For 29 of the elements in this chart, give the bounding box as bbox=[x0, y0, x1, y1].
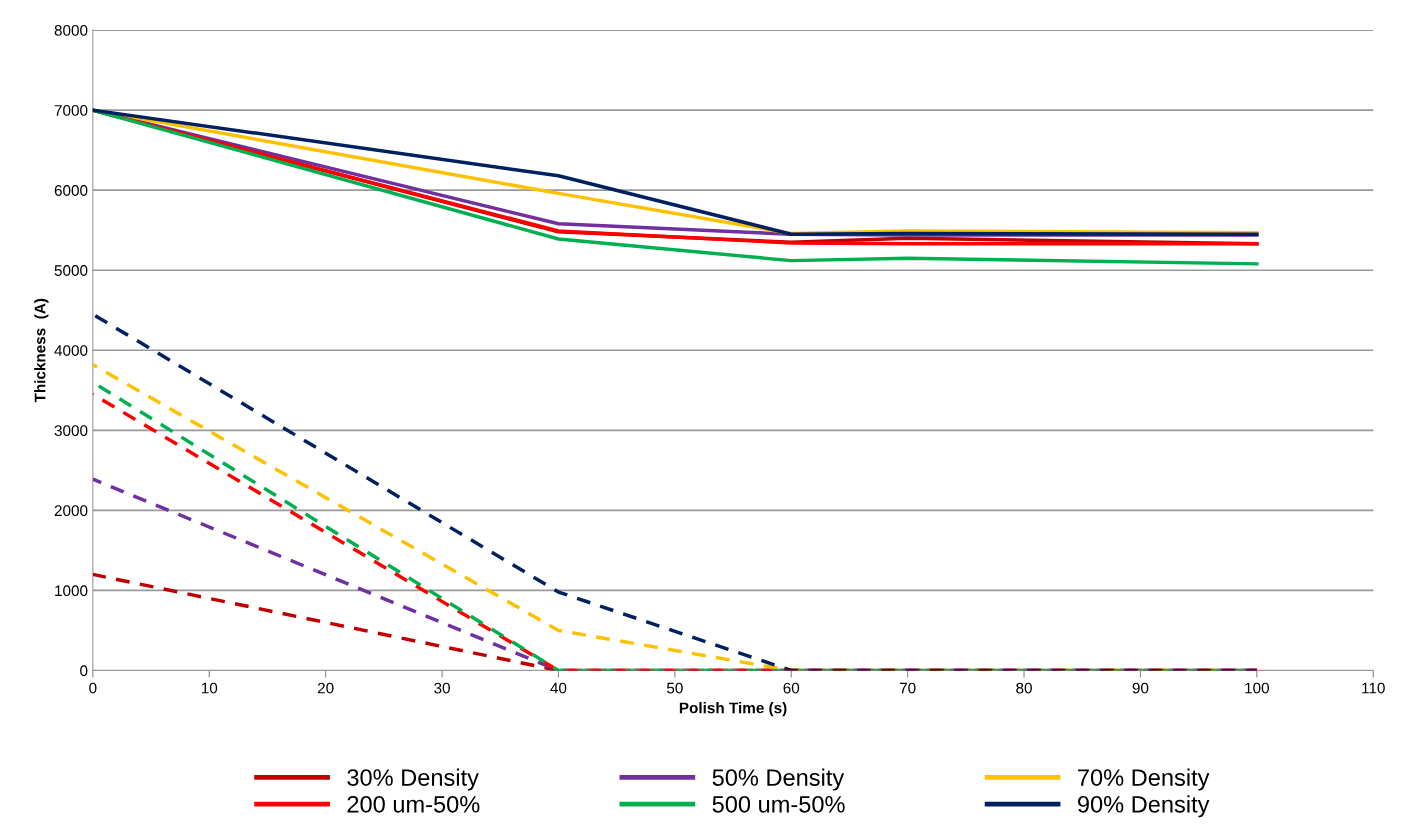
y-tick-label: 8000 bbox=[54, 24, 88, 36]
legend-label: 50% Density bbox=[712, 768, 845, 791]
y-tick-label: 5000 bbox=[54, 265, 88, 276]
x-axis-title: Polish Time (s) bbox=[679, 702, 787, 717]
y-tick-label: 4000 bbox=[54, 345, 88, 356]
legend-label: 200 um-50% bbox=[347, 795, 480, 813]
legend-label: 30% Density bbox=[347, 768, 479, 791]
legend-label: 500 um-50% bbox=[712, 795, 845, 813]
y-tick-label: 1000 bbox=[55, 585, 88, 597]
legend-label: 70% Density bbox=[1078, 768, 1210, 791]
y-tick-label: 7000 bbox=[54, 105, 88, 116]
x-tick-label: 110 bbox=[1362, 682, 1385, 694]
x-tick-label: 30 bbox=[434, 682, 450, 694]
x-tick-label: 60 bbox=[783, 682, 800, 694]
y-tick-label: 2000 bbox=[54, 505, 88, 517]
x-tick-label: 10 bbox=[201, 682, 218, 694]
y-tick-label: 3000 bbox=[54, 425, 88, 437]
y-tick-label: 6000 bbox=[54, 185, 88, 196]
x-tick-label: 0 bbox=[89, 682, 97, 694]
x-tick-label: 90 bbox=[1132, 682, 1149, 694]
x-tick-label: 100 bbox=[1245, 682, 1269, 694]
x-tick-label: 40 bbox=[550, 682, 567, 694]
x-tick-label: 70 bbox=[899, 682, 916, 694]
x-tick-label: 50 bbox=[666, 682, 683, 694]
legend-label: 90% Density bbox=[1078, 795, 1210, 818]
y-axis-title: Thickness (A) bbox=[34, 298, 49, 403]
x-tick-label: 80 bbox=[1016, 682, 1032, 694]
x-tick-label: 20 bbox=[317, 682, 334, 694]
y-tick-label: 0 bbox=[80, 665, 88, 677]
